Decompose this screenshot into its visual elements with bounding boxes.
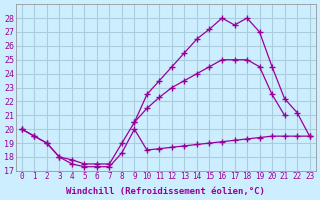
X-axis label: Windchill (Refroidissement éolien,°C): Windchill (Refroidissement éolien,°C) bbox=[66, 187, 265, 196]
